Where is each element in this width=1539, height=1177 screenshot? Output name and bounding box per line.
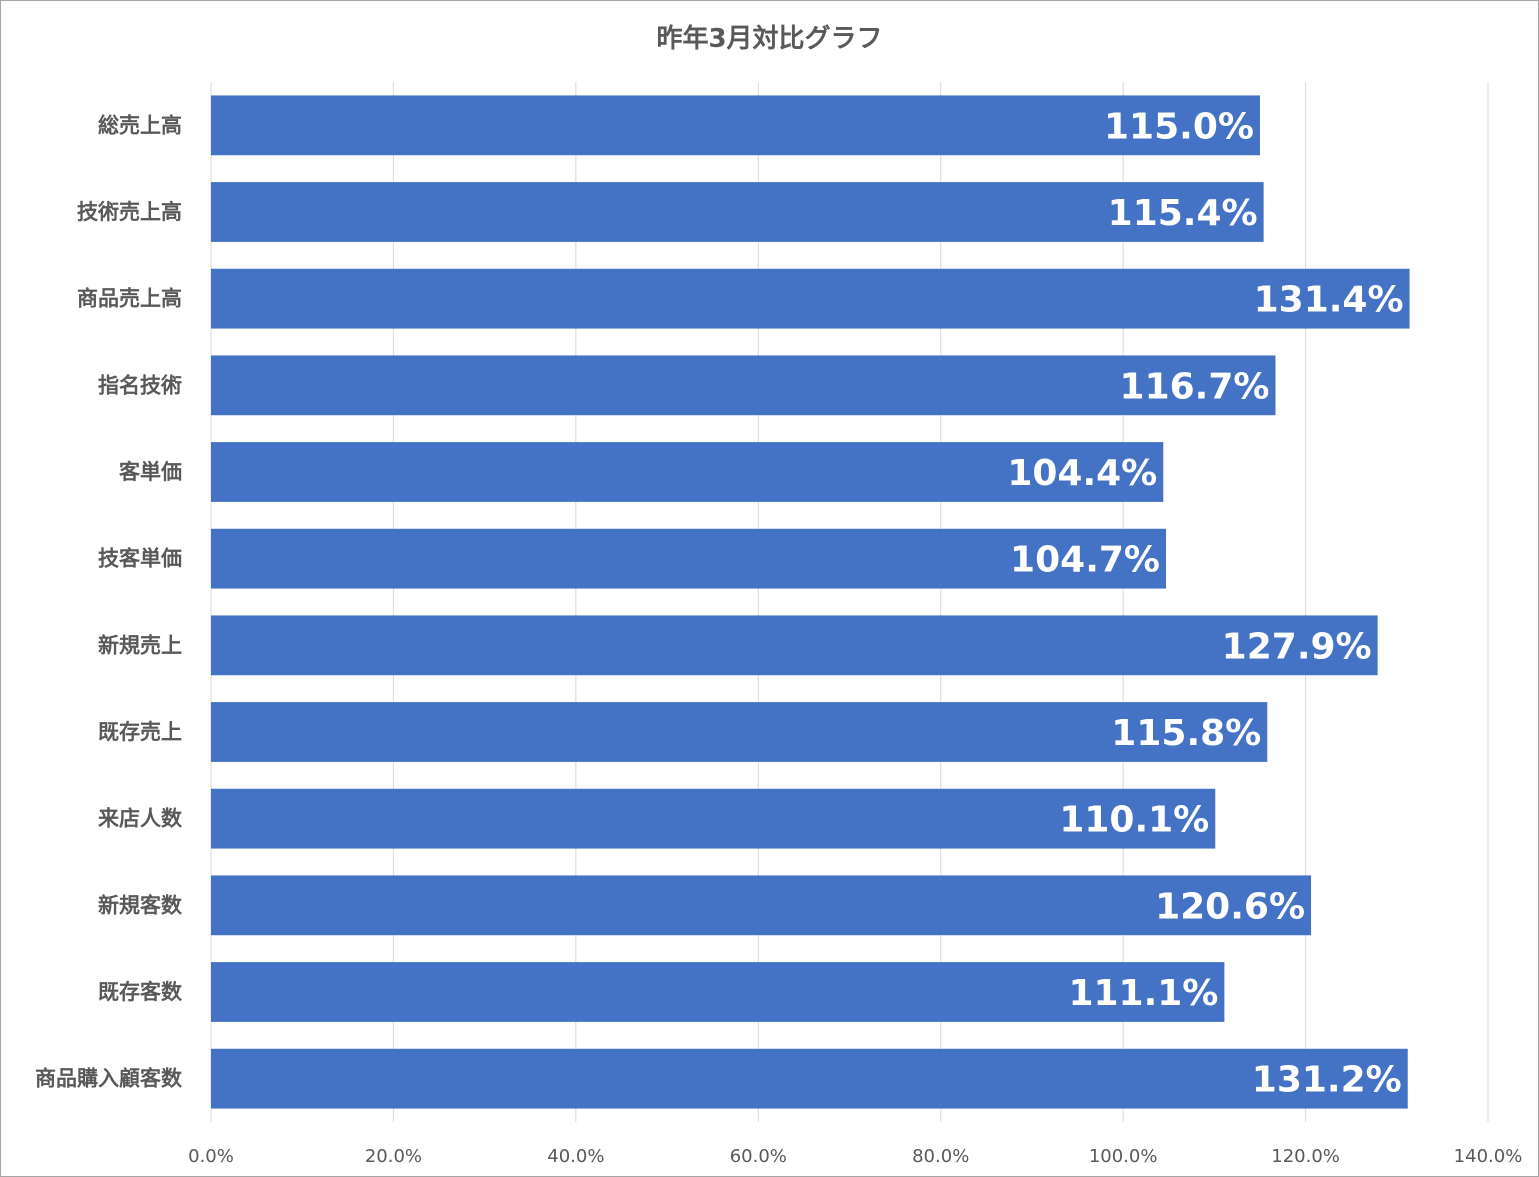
- x-axis-tick-labels: 0.0% 20.0% 40.0% 60.0% 80.0% 100.0% 120.0% 140.…: [188, 1146, 1522, 1167]
- category-label: 商品購入顧客数: [35, 1067, 183, 1091]
- data-label: 131.2%: [1252, 1060, 1402, 1101]
- category-label: 既存客数: [98, 980, 183, 1004]
- data-label: 115.0%: [1104, 106, 1254, 147]
- bar: [211, 615, 1378, 676]
- data-label: 115.8%: [1111, 713, 1261, 754]
- data-label: 127.9%: [1222, 626, 1372, 667]
- category-label: 総売上高: [98, 113, 182, 137]
- x-tick-label: 140.0%: [1454, 1146, 1523, 1167]
- x-tick-label: 120.0%: [1271, 1146, 1340, 1167]
- data-label: 115.4%: [1108, 193, 1258, 234]
- bar: [211, 442, 1164, 502]
- bar: [211, 182, 1264, 242]
- x-tick-label: 80.0%: [912, 1146, 969, 1167]
- grid-lines: [210, 82, 1489, 1122]
- data-label: 111.1%: [1068, 973, 1218, 1014]
- bar: [211, 268, 1410, 329]
- x-tick-label: 60.0%: [730, 1146, 787, 1167]
- data-labels: 115.0% 115.4% 131.4% 116.7% 104.4% 104.7% 127.…: [1007, 106, 1403, 1100]
- bar: [211, 528, 1167, 589]
- bar: [211, 1048, 1408, 1109]
- bars: [211, 95, 1410, 1109]
- data-label: 110.1%: [1059, 800, 1209, 841]
- bar: [211, 962, 1225, 1022]
- x-tick-label: 100.0%: [1089, 1146, 1158, 1167]
- category-label: 技術売上高: [77, 200, 182, 224]
- bar: [211, 788, 1216, 849]
- data-label: 104.4%: [1007, 453, 1157, 494]
- bar: [211, 95, 1260, 156]
- data-label: 116.7%: [1120, 366, 1270, 407]
- category-label: 来店人数: [98, 807, 183, 831]
- category-labels: 総売上高技術売上高商品売上高指名技術客単価技客単価新規売上既存売上来店人数新規客…: [35, 113, 183, 1090]
- data-label: 120.6%: [1155, 886, 1305, 927]
- bar: [211, 355, 1276, 416]
- category-label: 既存売上: [98, 720, 182, 744]
- x-tick-label: 20.0%: [365, 1146, 422, 1167]
- category-label: 新規客数: [98, 893, 183, 917]
- category-label: 指名技術: [98, 373, 182, 397]
- data-label: 104.7%: [1010, 540, 1160, 581]
- x-tick-label: 0.0%: [188, 1146, 234, 1167]
- category-label: 商品売上高: [77, 287, 182, 311]
- x-tick-label: 40.0%: [547, 1146, 604, 1167]
- category-label: 技客単価: [98, 547, 182, 571]
- bar: [211, 702, 1268, 762]
- data-label: 131.4%: [1254, 280, 1404, 321]
- bar: [211, 875, 1312, 936]
- category-label: 新規売上: [98, 633, 182, 657]
- chart-title: 昨年3月対比グラフ: [656, 24, 883, 54]
- category-label: 客単価: [119, 460, 182, 484]
